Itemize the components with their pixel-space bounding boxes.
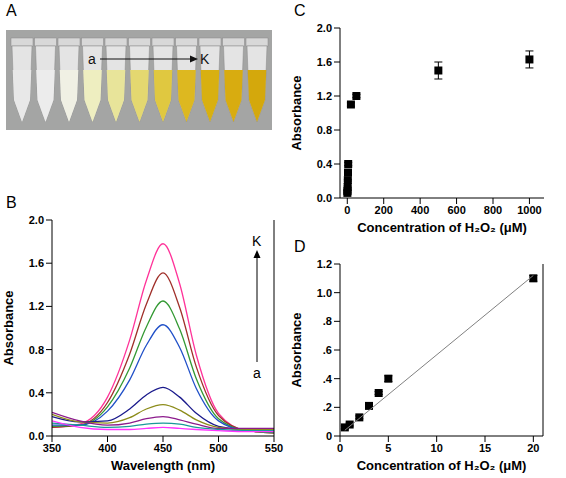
svg-text:200: 200 xyxy=(375,204,393,216)
svg-text:1.2: 1.2 xyxy=(317,258,332,270)
svg-text:10: 10 xyxy=(431,442,443,454)
svg-text:15: 15 xyxy=(479,442,491,454)
svg-text:0.4: 0.4 xyxy=(29,387,45,399)
svg-text:350: 350 xyxy=(43,442,61,454)
svg-text:0.8: 0.8 xyxy=(29,344,44,356)
html-text:B: B xyxy=(6,194,17,211)
svg-text:Absorbance: Absorbance xyxy=(290,75,304,150)
svg-text:20: 20 xyxy=(527,442,539,454)
svg-text:0.0: 0.0 xyxy=(317,192,332,204)
svg-text:0.8: 0.8 xyxy=(317,124,332,136)
svg-text:K: K xyxy=(252,233,262,249)
svg-text:1.2: 1.2 xyxy=(29,300,44,312)
svg-text:0: 0 xyxy=(337,442,343,454)
svg-text:0: 0 xyxy=(344,204,350,216)
svg-text:450: 450 xyxy=(154,442,172,454)
svg-text:Absorbance: Absorbance xyxy=(2,290,16,365)
svg-text:550: 550 xyxy=(265,442,283,454)
svg-text:a: a xyxy=(88,51,96,67)
svg-text:1.6: 1.6 xyxy=(29,257,44,269)
html-text:A: A xyxy=(6,2,17,19)
svg-text:Concentration of H₂O₂ (μM): Concentration of H₂O₂ (μM) xyxy=(357,458,527,473)
svg-text:400: 400 xyxy=(98,442,116,454)
svg-text:0.4: 0.4 xyxy=(317,158,333,170)
svg-text:.8: .8 xyxy=(323,315,332,327)
svg-text:500: 500 xyxy=(209,442,227,454)
svg-text:0: 0 xyxy=(326,430,332,442)
svg-text:400: 400 xyxy=(411,204,429,216)
svg-text:2.0: 2.0 xyxy=(29,214,44,226)
svg-text:Wavelength (nm): Wavelength (nm) xyxy=(111,458,215,473)
svg-text:0.0: 0.0 xyxy=(29,430,44,442)
svg-text:Concentration of H₂O₂ (μM): Concentration of H₂O₂ (μM) xyxy=(357,220,527,235)
svg-text:.2: .2 xyxy=(323,401,332,413)
html-text:D: D xyxy=(294,238,306,255)
svg-text:Absorbance: Absorbance xyxy=(290,312,304,387)
svg-text:1000: 1000 xyxy=(517,204,541,216)
svg-text:800: 800 xyxy=(484,204,502,216)
svg-text:a: a xyxy=(253,365,261,381)
svg-text:600: 600 xyxy=(447,204,465,216)
svg-text:.4: .4 xyxy=(323,373,333,385)
svg-text:1.6: 1.6 xyxy=(317,56,332,68)
html-text:C: C xyxy=(294,2,306,19)
svg-text:.6: .6 xyxy=(323,344,332,356)
svg-text:2.0: 2.0 xyxy=(317,22,332,34)
svg-text:5: 5 xyxy=(385,442,391,454)
svg-text:1.2: 1.2 xyxy=(317,90,332,102)
svg-text:K: K xyxy=(200,51,210,67)
svg-text:1.0: 1.0 xyxy=(317,287,332,299)
